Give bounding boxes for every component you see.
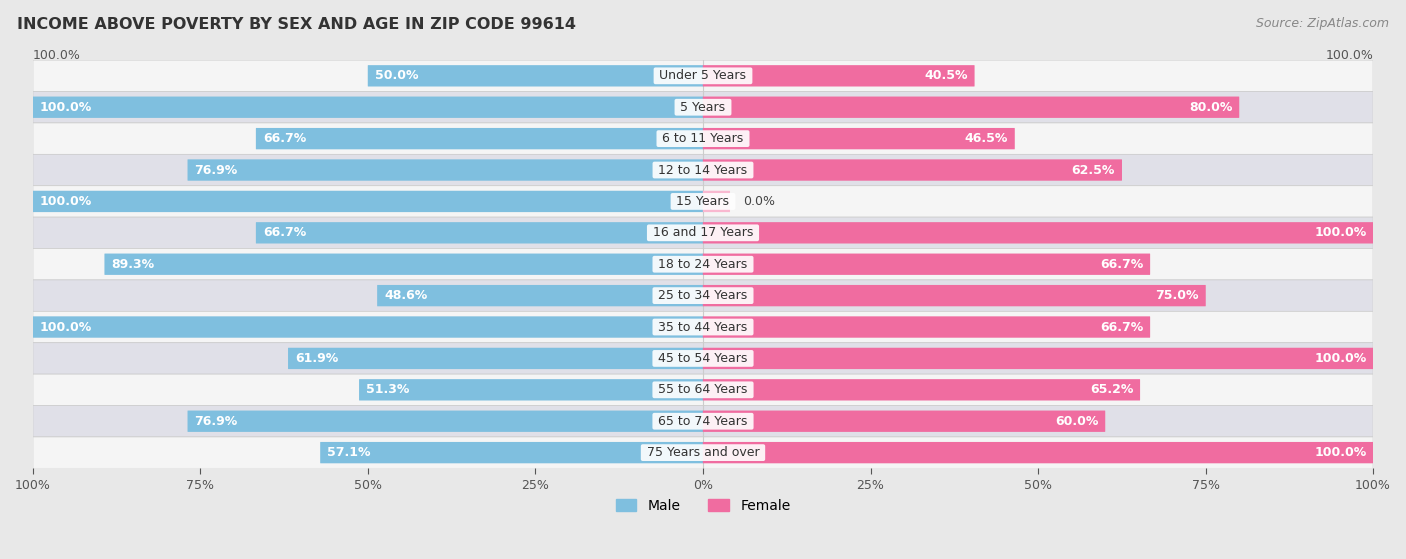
- Text: 100.0%: 100.0%: [32, 49, 80, 62]
- Legend: Male, Female: Male, Female: [610, 494, 796, 519]
- FancyBboxPatch shape: [703, 97, 1239, 118]
- Text: 62.5%: 62.5%: [1071, 164, 1115, 177]
- FancyBboxPatch shape: [32, 154, 1374, 186]
- Text: 16 and 17 Years: 16 and 17 Years: [648, 226, 758, 239]
- Text: 76.9%: 76.9%: [194, 164, 238, 177]
- Text: 65 to 74 Years: 65 to 74 Years: [654, 415, 752, 428]
- Text: 66.7%: 66.7%: [1099, 258, 1143, 271]
- FancyBboxPatch shape: [321, 442, 703, 463]
- Text: 65.2%: 65.2%: [1090, 383, 1133, 396]
- FancyBboxPatch shape: [703, 222, 1374, 244]
- FancyBboxPatch shape: [187, 159, 703, 181]
- Text: 48.6%: 48.6%: [384, 289, 427, 302]
- Text: 89.3%: 89.3%: [111, 258, 155, 271]
- Text: 25 to 34 Years: 25 to 34 Years: [654, 289, 752, 302]
- Text: 80.0%: 80.0%: [1189, 101, 1232, 113]
- Text: 46.5%: 46.5%: [965, 132, 1008, 145]
- Text: 57.1%: 57.1%: [328, 446, 371, 459]
- FancyBboxPatch shape: [32, 60, 1374, 92]
- Text: 35 to 44 Years: 35 to 44 Years: [654, 320, 752, 334]
- Text: 66.7%: 66.7%: [1099, 320, 1143, 334]
- Text: 100.0%: 100.0%: [39, 195, 91, 208]
- Text: 61.9%: 61.9%: [295, 352, 339, 365]
- Text: 50.0%: 50.0%: [374, 69, 418, 82]
- FancyBboxPatch shape: [32, 92, 1374, 123]
- FancyBboxPatch shape: [368, 65, 703, 87]
- FancyBboxPatch shape: [703, 442, 1374, 463]
- Text: 76.9%: 76.9%: [194, 415, 238, 428]
- FancyBboxPatch shape: [32, 217, 1374, 249]
- FancyBboxPatch shape: [703, 254, 1150, 275]
- Text: 66.7%: 66.7%: [263, 132, 307, 145]
- FancyBboxPatch shape: [256, 222, 703, 244]
- FancyBboxPatch shape: [32, 249, 1374, 280]
- FancyBboxPatch shape: [32, 191, 703, 212]
- FancyBboxPatch shape: [32, 311, 1374, 343]
- FancyBboxPatch shape: [703, 65, 974, 87]
- FancyBboxPatch shape: [703, 410, 1105, 432]
- FancyBboxPatch shape: [703, 285, 1206, 306]
- FancyBboxPatch shape: [288, 348, 703, 369]
- Text: 18 to 24 Years: 18 to 24 Years: [654, 258, 752, 271]
- Text: 100.0%: 100.0%: [1315, 352, 1367, 365]
- FancyBboxPatch shape: [32, 316, 703, 338]
- FancyBboxPatch shape: [703, 348, 1374, 369]
- Text: 66.7%: 66.7%: [263, 226, 307, 239]
- FancyBboxPatch shape: [703, 379, 1140, 400]
- FancyBboxPatch shape: [703, 191, 730, 212]
- FancyBboxPatch shape: [256, 128, 703, 149]
- FancyBboxPatch shape: [703, 159, 1122, 181]
- Text: 6 to 11 Years: 6 to 11 Years: [658, 132, 748, 145]
- Text: 100.0%: 100.0%: [1315, 446, 1367, 459]
- Text: 12 to 14 Years: 12 to 14 Years: [654, 164, 752, 177]
- FancyBboxPatch shape: [703, 316, 1150, 338]
- Text: 15 Years: 15 Years: [672, 195, 734, 208]
- FancyBboxPatch shape: [32, 123, 1374, 154]
- Text: 0.0%: 0.0%: [744, 195, 775, 208]
- Text: 100.0%: 100.0%: [39, 101, 91, 113]
- FancyBboxPatch shape: [359, 379, 703, 400]
- Text: INCOME ABOVE POVERTY BY SEX AND AGE IN ZIP CODE 99614: INCOME ABOVE POVERTY BY SEX AND AGE IN Z…: [17, 17, 576, 32]
- FancyBboxPatch shape: [32, 280, 1374, 311]
- FancyBboxPatch shape: [32, 405, 1374, 437]
- Text: 100.0%: 100.0%: [1315, 226, 1367, 239]
- Text: 45 to 54 Years: 45 to 54 Years: [654, 352, 752, 365]
- Text: 75 Years and over: 75 Years and over: [643, 446, 763, 459]
- FancyBboxPatch shape: [703, 128, 1015, 149]
- FancyBboxPatch shape: [32, 186, 1374, 217]
- FancyBboxPatch shape: [187, 410, 703, 432]
- FancyBboxPatch shape: [32, 97, 703, 118]
- FancyBboxPatch shape: [32, 343, 1374, 374]
- Text: 5 Years: 5 Years: [676, 101, 730, 113]
- Text: 75.0%: 75.0%: [1156, 289, 1199, 302]
- FancyBboxPatch shape: [32, 374, 1374, 405]
- Text: Source: ZipAtlas.com: Source: ZipAtlas.com: [1256, 17, 1389, 30]
- FancyBboxPatch shape: [377, 285, 703, 306]
- Text: 100.0%: 100.0%: [39, 320, 91, 334]
- Text: 55 to 64 Years: 55 to 64 Years: [654, 383, 752, 396]
- Text: 51.3%: 51.3%: [366, 383, 409, 396]
- Text: Under 5 Years: Under 5 Years: [655, 69, 751, 82]
- FancyBboxPatch shape: [104, 254, 703, 275]
- Text: 60.0%: 60.0%: [1054, 415, 1098, 428]
- Text: 100.0%: 100.0%: [1326, 49, 1374, 62]
- Text: 40.5%: 40.5%: [924, 69, 967, 82]
- FancyBboxPatch shape: [32, 437, 1374, 468]
